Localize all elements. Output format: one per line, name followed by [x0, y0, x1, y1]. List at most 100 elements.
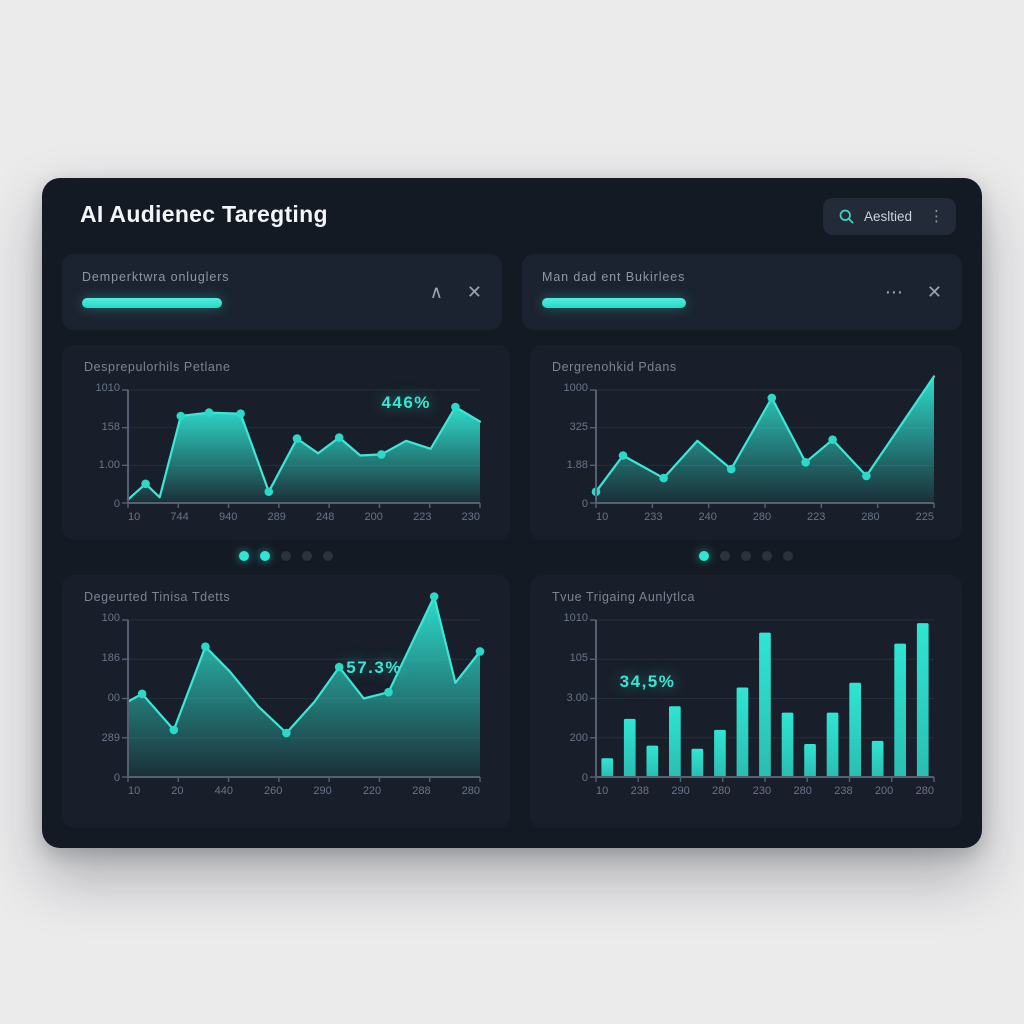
progress-bar	[82, 298, 222, 308]
filter-card-audiences: Man dad ent Bukirlees ⋯ ✕	[522, 254, 962, 330]
x-tick-label: 10	[128, 511, 141, 523]
area-chart	[590, 375, 936, 508]
x-axis-labels: 10 20 440 260 290 220 288 280	[128, 785, 480, 797]
pagination-dot[interactable]	[323, 551, 333, 561]
percent-badge: 34,5%	[619, 671, 676, 691]
x-tick-label: 290	[671, 785, 690, 797]
filter-label: Man dad ent Bukirlees	[542, 270, 686, 284]
x-axis-labels: 10 744 940 289 248 200 223 230	[128, 511, 480, 523]
y-tick-label: 3.00	[566, 692, 588, 704]
percent-badge: 446%	[381, 393, 431, 413]
page-title: AI Audienec Taregting	[80, 201, 328, 227]
x-tick-label: 280	[793, 785, 812, 797]
bar-chart	[590, 619, 935, 782]
x-tick-label: 280	[861, 511, 880, 523]
x-tick-label: 260	[264, 785, 283, 797]
ellipsis-icon[interactable]: ⋯	[884, 282, 903, 302]
y-tick-label: 1010	[563, 612, 588, 624]
chart-panel-demographic-plans: Dergrenohkid Pdans 1000 325 1.88 0 10 233 240…	[530, 345, 962, 540]
y-tick-label: 1010	[95, 382, 120, 394]
pagination-dot[interactable]	[302, 551, 312, 561]
x-tick-label: 230	[752, 785, 772, 797]
x-tick-label: 290	[313, 785, 332, 797]
x-tick-label: 225	[915, 511, 934, 523]
chart-title: Degeurted Tinisa Tdetts	[84, 590, 231, 604]
y-axis-labels: 100 186 00 289 0	[66, 613, 120, 784]
y-tick-label: 289	[101, 732, 120, 744]
x-tick-label: 200	[874, 785, 894, 797]
x-tick-label: 223	[807, 511, 826, 523]
filter-row: Demperktwra onluglers ∧ ✕ Man dad ent Bu…	[62, 254, 962, 330]
pagination-dot[interactable]	[741, 551, 751, 561]
x-tick-label: 240	[698, 511, 717, 523]
y-tick-label: 105	[569, 652, 588, 664]
close-icon[interactable]: ✕	[466, 282, 482, 302]
progress-bar	[542, 298, 686, 308]
x-tick-label: 280	[915, 785, 934, 797]
y-tick-label: 186	[101, 652, 120, 664]
y-tick-label: 0	[113, 772, 120, 784]
y-axis-labels: 1010 105 3.00 200 0	[534, 613, 588, 784]
x-tick-label: 744	[170, 511, 189, 523]
x-tick-label: 10	[596, 511, 609, 523]
percent-badge: 57.3%	[346, 657, 402, 677]
search-icon	[838, 208, 855, 225]
y-tick-label: 100	[101, 612, 120, 624]
pagination-dots	[530, 551, 962, 561]
chart-panel-targeting-analytics: Tvue Trigaing Aunlytlca 1010 105 3.00 200 0 …	[530, 575, 962, 828]
chart-panel-targeted-trends: Degeurted Tinisa Tdetts 100 186 00 289 0 57.…	[62, 575, 510, 828]
x-tick-label: 233	[644, 511, 663, 523]
x-tick-label: 223	[413, 511, 432, 523]
chart-title: Tvue Trigaing Aunlytlca	[552, 590, 696, 604]
caret-up-icon[interactable]: ∧	[429, 282, 443, 302]
pagination-dot[interactable]	[762, 551, 772, 561]
pagination-dot[interactable]	[699, 551, 709, 561]
x-tick-label: 248	[316, 511, 335, 523]
pagination-dot[interactable]	[239, 551, 249, 561]
x-tick-label: 200	[364, 511, 383, 523]
x-tick-label: 10	[128, 785, 141, 797]
y-tick-label: 0	[113, 497, 120, 510]
y-tick-label: 1000	[563, 382, 588, 394]
x-tick-label: 10	[596, 785, 609, 797]
chart-plot-area: 57.3%	[122, 592, 485, 782]
y-tick-label: 200	[569, 732, 588, 744]
y-tick-label: 0	[581, 772, 588, 784]
chart-plot-area: 446%	[122, 389, 482, 508]
chart-plot-area: 34,5%	[590, 619, 935, 782]
y-tick-label: 1.00	[98, 459, 120, 472]
chart-title: Desprepulorhils Petlane	[84, 360, 231, 374]
x-tick-label: 288	[412, 785, 431, 797]
x-tick-label: 440	[214, 785, 233, 797]
x-tick-label: 940	[218, 511, 238, 523]
y-axis-labels: 1000 325 1.88 0	[534, 383, 588, 510]
pagination-dot[interactable]	[281, 551, 291, 561]
x-tick-label: 280	[752, 511, 772, 523]
y-tick-label: 0	[581, 497, 588, 510]
x-tick-label: 238	[630, 785, 649, 797]
area-chart	[122, 592, 485, 782]
chart-panel-demographic-patterns: Desprepulorhils Petlane 1010 158 1.00 0 446…	[62, 345, 510, 540]
close-icon[interactable]: ✕	[926, 282, 942, 302]
y-tick-label: 1.88	[566, 459, 588, 472]
x-axis-labels: 10 233 240 280 223 280 225	[596, 511, 934, 523]
x-tick-label: 20	[171, 785, 184, 797]
chart-plot-area	[590, 375, 936, 508]
x-tick-label: 289	[267, 511, 286, 523]
kebab-menu-icon[interactable]: ⋮	[929, 208, 944, 225]
pagination-dot[interactable]	[783, 551, 793, 561]
y-tick-label: 158	[101, 420, 120, 433]
search-button[interactable]: Aesltied ⋮	[822, 198, 956, 235]
filter-card-demographics: Demperktwra onluglers ∧ ✕	[62, 254, 502, 330]
x-axis-labels: 10 238 290 280 230 280 238 200 280	[596, 785, 934, 797]
dashboard-card: AI Audienec Taregting Aesltied ⋮ Demperk…	[42, 178, 982, 848]
x-tick-label: 238	[834, 785, 853, 797]
x-tick-label: 220	[362, 785, 382, 797]
x-tick-label: 280	[712, 785, 731, 797]
x-tick-label: 230	[461, 511, 480, 523]
pagination-dot[interactable]	[720, 551, 730, 561]
pagination-dot[interactable]	[260, 551, 270, 561]
y-tick-label: 00	[107, 692, 120, 704]
y-tick-label: 325	[569, 420, 588, 433]
area-chart	[122, 389, 482, 508]
